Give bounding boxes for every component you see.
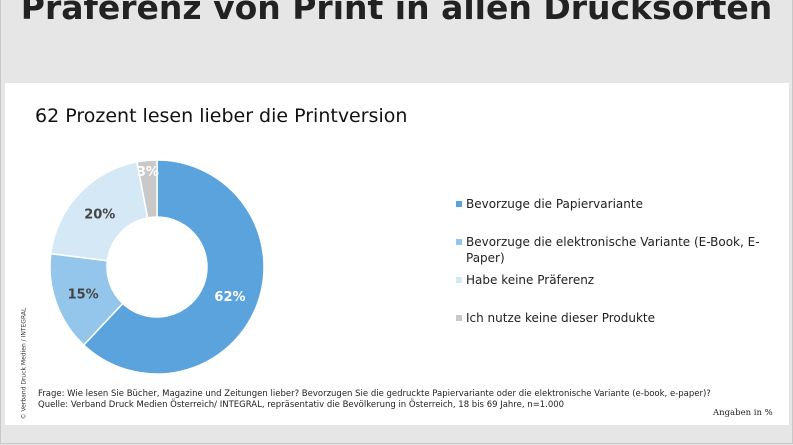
donut-slice: [50, 161, 149, 262]
donut-slice: [136, 159, 158, 219]
slice-label: 3%: [137, 165, 159, 180]
chart-title: 62 Prozent lesen lieber die Printversion: [35, 105, 408, 127]
legend-swatch: [456, 239, 462, 245]
credit-text: © Verband Druck Medien / INTEGRAL: [20, 307, 28, 420]
donut-slice: [82, 159, 265, 375]
legend-label: Bevorzuge die Papiervariante: [466, 197, 643, 211]
legend-label: Bevorzuge die elektronische Variante (E-…: [466, 235, 760, 265]
legend-swatch: [456, 277, 462, 283]
slice-label: 20%: [84, 207, 115, 222]
legend-swatch: [456, 201, 462, 207]
legend-label: Habe keine Präferenz: [466, 273, 595, 287]
footnote-source: Quelle: Verband Druck Medien Österreich/…: [38, 400, 565, 410]
legend-item: Habe keine Präferenz: [456, 272, 786, 288]
footnote-question: Frage: Wie lesen Sie Bücher, Magazine un…: [38, 389, 711, 399]
slice-label: 15%: [68, 288, 99, 303]
headline: Präferenz von Print in allen Drucksorten: [20, 0, 773, 27]
slice-label: 62%: [214, 290, 245, 305]
legend-item: Bevorzuge die Papiervariante: [456, 196, 786, 212]
legend-swatch: [456, 315, 462, 321]
legend-item: Ich nutze keine dieser Produkte: [456, 310, 786, 326]
legend-label: Ich nutze keine dieser Produkte: [466, 311, 656, 325]
legend-item: Bevorzuge die elektronische Variante (E-…: [456, 234, 766, 266]
unit-note: Angaben in %: [713, 408, 773, 418]
